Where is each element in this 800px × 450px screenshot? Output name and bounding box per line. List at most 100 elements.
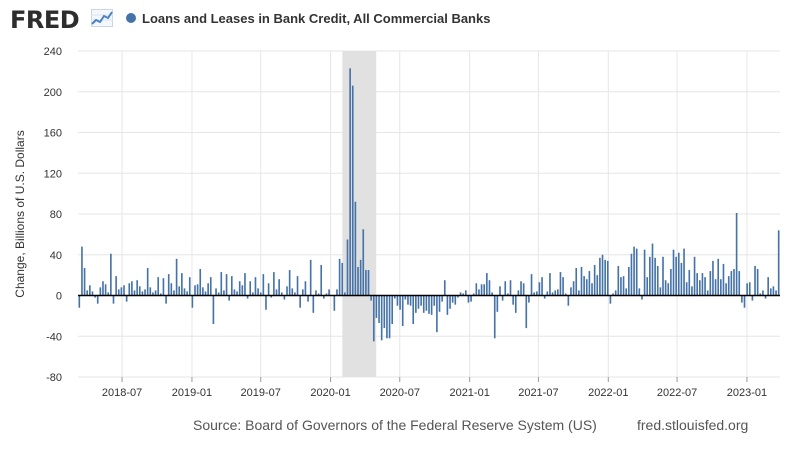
bar [575,267,578,296]
bar [138,286,141,296]
bar [299,295,301,308]
bar [433,295,436,306]
bar [449,295,451,309]
bar [378,295,380,324]
bar [259,292,262,296]
bar [662,256,664,296]
bar [512,295,514,305]
bar [591,283,593,296]
recession-shading [342,51,377,377]
bar [551,292,554,296]
bar [533,292,535,296]
bar [693,256,696,296]
bar [233,289,236,296]
bar [635,248,638,296]
recession-band [342,51,377,377]
bar [507,293,509,296]
bar [415,295,417,313]
bar [188,277,191,296]
bar [422,295,425,313]
bar [457,295,459,298]
fred-logo[interactable]: FRED [10,6,80,34]
bar [262,274,265,296]
source-note: Source: Board of Governors of the Federa… [193,417,597,433]
bar [480,284,483,296]
bar [283,295,286,300]
bar [683,248,685,296]
bar [325,293,328,296]
bar [509,280,512,296]
bar [467,295,470,303]
bar [254,277,257,296]
bar [599,257,601,296]
x-tick-label: 2022-07 [657,387,697,399]
bar [654,257,656,296]
bar [420,295,422,306]
bar [136,280,138,296]
bar [144,289,146,296]
line-chart-icon [91,9,113,27]
bar [470,295,472,302]
bar [294,292,296,296]
bar [328,289,330,296]
bar [541,277,543,296]
bar [223,290,225,296]
bar [246,295,249,299]
bar [651,243,654,296]
bar [743,295,746,308]
bar [436,295,438,333]
bar [391,295,394,325]
bar [357,266,359,296]
bar [123,285,125,296]
bar [212,295,215,325]
bar [270,295,273,298]
bar [593,264,596,296]
bar [557,289,559,296]
y-tick-label: 80 [50,209,62,221]
bar [535,291,538,296]
bar [717,258,720,296]
bar [764,295,767,299]
bar [338,258,341,296]
bar [522,283,525,296]
bar [578,290,580,296]
bar [146,267,149,296]
y-tick-label: 120 [44,168,62,180]
bar [170,283,173,296]
bar [375,295,378,318]
bar [244,273,246,296]
bar [446,295,449,315]
bar [714,279,717,296]
bar [628,266,630,296]
bar [572,281,575,296]
bar [312,295,315,313]
x-tick-label: 2021-01 [449,387,489,399]
bar [288,270,291,296]
bar [128,283,131,296]
bar [588,271,591,296]
x-tick-label: 2019-07 [241,387,281,399]
bar [252,292,254,296]
bar [528,295,530,303]
bar [333,295,336,311]
fred-url-link[interactable]: fred.stlouisfed.org [637,417,749,433]
bar [394,295,396,299]
bar [131,281,133,296]
bar [96,295,99,304]
bar [769,288,772,296]
bar [367,270,370,296]
bar [83,267,86,296]
x-tick-label: 2023-01 [727,387,767,399]
bar [554,290,557,296]
bar [401,295,404,327]
bar [383,295,386,329]
bar [225,274,228,296]
bar [228,295,230,301]
y-tick-label: 0 [56,291,62,303]
bar [638,288,641,296]
bar [230,276,233,296]
y-axis-label: Change, Billions of U.S. Dollars [13,130,27,297]
bar [493,295,496,339]
bar [399,295,401,310]
